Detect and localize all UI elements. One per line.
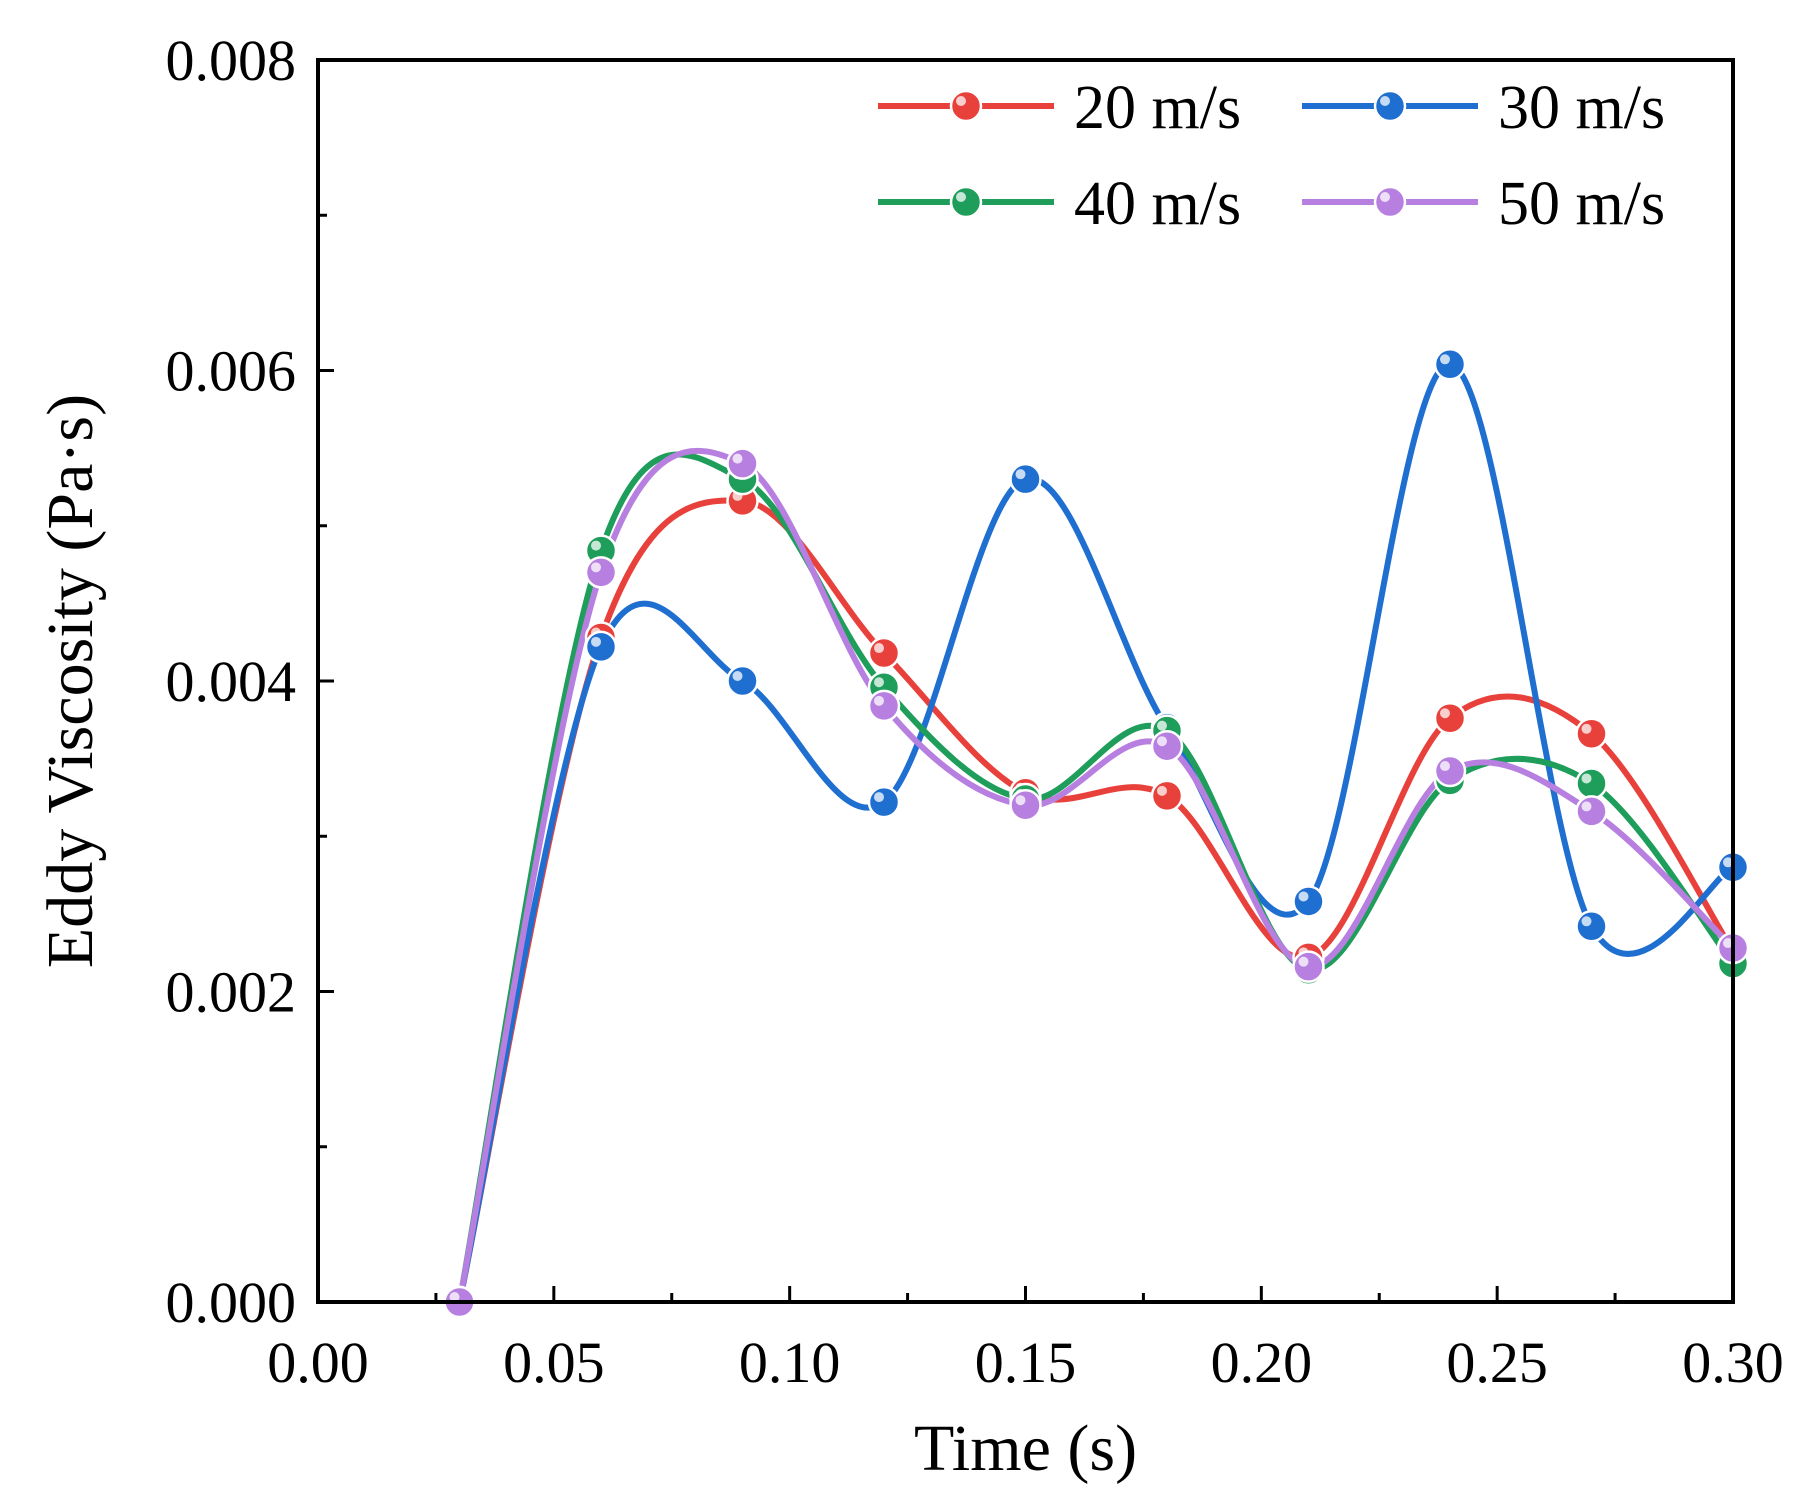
data-point-20-m-s [867,636,901,670]
legend-marker [1373,89,1407,123]
x-tick-label: 0.20 [1211,1330,1313,1395]
tick-labels: 0.00 0.05 0.10 0.15 0.20 0.25 0.30 0.000 0.002 0.… [166,28,1784,1395]
data-point-50-m-s [1292,950,1325,983]
data-point-50-m-s [1433,754,1467,788]
data-point-50-m-s [1150,729,1184,763]
data-point-30-m-s [584,630,618,664]
x-tick-label: 0.30 [1682,1330,1784,1395]
series-lines [456,361,1733,1303]
legend-marker [1373,185,1407,219]
legend-entry-40-m-s: 40 m/s [878,170,1241,238]
series-markers [443,348,1750,1319]
legend: 20 m/s 30 m/s 40 m/s 50 m/s [878,74,1665,238]
y-tick-label: 0.006 [166,339,297,404]
data-point-30-m-s [1433,348,1467,381]
data-point-50-m-s [1575,795,1608,828]
legend-entry-50-m-s: 50 m/s [1302,170,1665,238]
y-tick-label: 0.002 [166,960,297,1025]
data-point-20-m-s [1150,779,1184,813]
data-point-40-m-s [1575,767,1608,800]
y-tick-label: 0.008 [166,28,297,93]
x-tick-label: 0.00 [267,1330,369,1395]
y-tick-label: 0.000 [166,1270,297,1335]
legend-label: 30 m/s [1498,74,1665,142]
data-point-50-m-s [1009,788,1042,822]
data-point-50-m-s [584,556,618,589]
y-axis-title: Eddy Viscosity (Pa·s) [34,394,107,968]
data-point-30-m-s [1575,910,1608,943]
axis-ticks [316,58,1735,1304]
data-point-20-m-s [1433,702,1467,735]
x-axis-title: Time (s) [914,1412,1137,1485]
plot-frame [316,58,1735,1304]
x-tick-label: 0.15 [975,1330,1077,1395]
data-point-50-m-s [726,447,759,480]
legend-marker [949,89,983,123]
legend-label: 40 m/s [1074,170,1241,238]
series-line-30-m-s [456,361,1733,1303]
legend-label: 20 m/s [1074,74,1241,142]
legend-entry-30-m-s: 30 m/s [1302,74,1665,142]
x-tick-label: 0.25 [1446,1330,1548,1395]
data-point-30-m-s [1009,462,1042,496]
series-line-40-m-s [456,451,1733,1303]
y-tick-label: 0.004 [166,649,297,714]
data-point-20-m-s [1575,717,1608,751]
legend-entry-20-m-s: 20 m/s [878,74,1241,142]
x-tick-label: 0.05 [503,1330,605,1395]
data-point-50-m-s [867,689,901,723]
x-tick-label: 0.10 [739,1330,841,1395]
legend-marker [949,185,983,219]
legend-label: 50 m/s [1498,170,1665,238]
series-line-20-m-s [456,497,1733,1303]
data-point-30-m-s [867,785,901,819]
data-point-30-m-s [1292,885,1325,918]
data-point-30-m-s [726,664,759,698]
